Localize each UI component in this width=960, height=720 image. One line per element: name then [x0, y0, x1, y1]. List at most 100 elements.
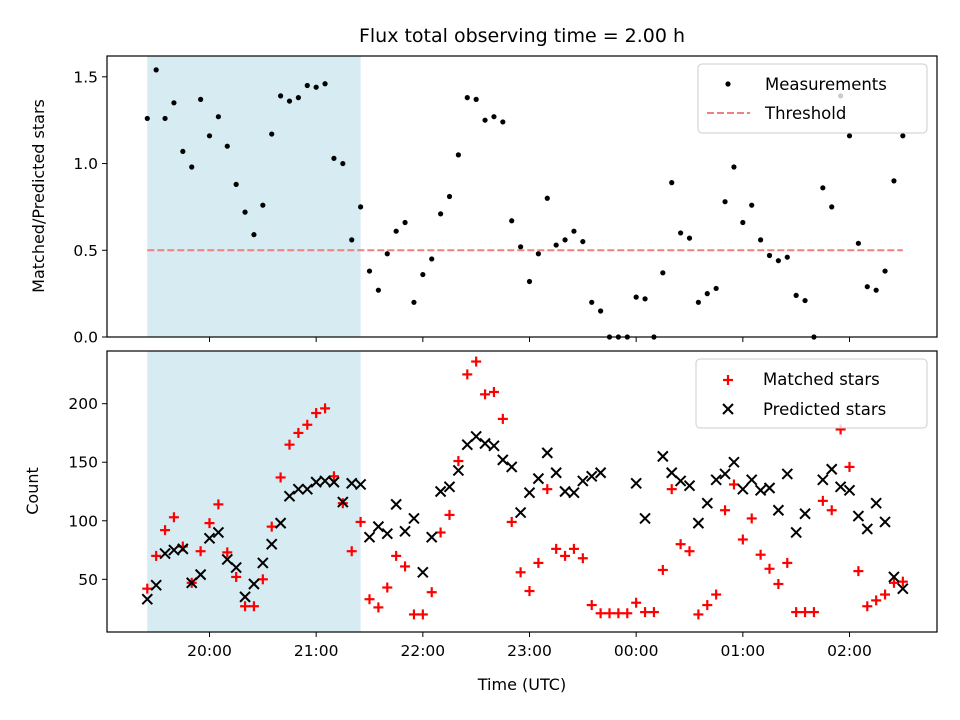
matched-star-point — [426, 587, 437, 598]
measurement-point — [384, 251, 390, 257]
predicted-star-point — [834, 481, 847, 493]
predicted-star-point — [737, 483, 749, 495]
predicted-star-point — [506, 461, 518, 473]
matched-star-point — [551, 543, 562, 554]
measurement-point — [189, 164, 195, 170]
predicted-star-point — [701, 497, 713, 509]
top-y-tick-label: 0.5 — [73, 242, 98, 260]
top-panel-y-ticks: 0.0 0.5 1.0 1.5 — [73, 68, 107, 347]
matched-star-point — [800, 607, 811, 618]
matched-star-point — [568, 543, 579, 554]
measurement-point — [571, 228, 577, 234]
matched-star-point — [408, 609, 419, 620]
predicted-star-point — [443, 481, 456, 493]
measurement-point — [509, 218, 515, 224]
measurement-point — [633, 294, 639, 300]
matched-star-point — [364, 594, 375, 605]
measurement-point — [731, 164, 737, 170]
measurement-point — [224, 143, 230, 149]
matched-star-point — [613, 608, 624, 619]
measurement-point — [749, 202, 755, 208]
predicted-star-point — [186, 577, 198, 589]
top-y-tick-label: 0.0 — [73, 329, 98, 347]
legend-measurements-label: Measurements — [765, 75, 887, 94]
matched-star-point — [515, 567, 526, 578]
top-y-tick-label: 1.0 — [73, 155, 98, 173]
matched-star-point — [222, 547, 233, 558]
matched-star-point — [684, 546, 695, 557]
matched-star-point — [755, 549, 766, 560]
predicted-star-point — [257, 557, 269, 569]
matched-star-point — [577, 553, 588, 564]
matched-star-point — [506, 516, 517, 527]
predicted-star-point — [363, 531, 376, 543]
predicted-star-point — [390, 498, 402, 511]
measurement-point — [678, 230, 684, 236]
measurement-point — [162, 115, 168, 122]
legend-predicted-marker — [722, 403, 734, 415]
bottom-panel-x-ticks: 20:00 21:00 22:00 23:00 00:00 01:00 02:00 — [187, 632, 872, 660]
measurement-point — [686, 235, 693, 241]
predicted-star-point — [426, 531, 438, 543]
measurement-point — [775, 258, 781, 264]
predicted-star-point — [346, 477, 358, 490]
bottom-panel-highlight-span — [147, 351, 361, 632]
x-axis-label: Time (UTC) — [477, 675, 566, 694]
matched-star-point — [737, 534, 748, 545]
measurement-point — [518, 244, 524, 250]
measurement-point — [286, 98, 293, 104]
measurement-point — [722, 199, 728, 205]
predicted-star-point — [310, 476, 322, 488]
x-tick-label: 02:00 — [827, 642, 872, 660]
matched-star-point — [346, 546, 357, 557]
x-tick-label: 23:00 — [507, 642, 552, 660]
measurement-point — [562, 237, 568, 243]
matched-star-point — [880, 589, 891, 600]
matched-star-point — [266, 521, 277, 532]
predicted-star-point — [514, 506, 527, 519]
matched-star-point — [382, 582, 393, 593]
measurement-point — [171, 100, 177, 106]
measurement-point — [198, 96, 204, 102]
matched-star-point — [328, 471, 339, 482]
matched-star-point — [204, 518, 215, 529]
predicted-star-point — [746, 474, 758, 486]
predicted-star-point — [150, 579, 162, 591]
measurement-point — [500, 119, 506, 125]
predicted-star-point — [550, 467, 562, 479]
predicted-star-point — [266, 538, 278, 550]
predicted-star-point — [337, 496, 349, 508]
top-panel-frame — [106, 55, 938, 338]
matched-star-point — [151, 550, 162, 561]
matched-star-point — [720, 505, 731, 516]
matched-star-point — [453, 456, 464, 467]
matched-star-point — [791, 607, 802, 618]
predicted-star-point — [408, 512, 420, 525]
measurement-point — [331, 155, 337, 161]
predicted-star-point — [417, 566, 429, 578]
matched-star-point — [853, 566, 864, 577]
measurement-point — [589, 299, 595, 305]
matched-star-point — [675, 539, 686, 550]
matched-star-point — [817, 495, 828, 506]
matched-star-point — [657, 564, 668, 575]
matched-star-point — [746, 513, 757, 524]
matched-star-point — [844, 461, 855, 472]
measurement-point — [793, 292, 799, 298]
matched-star-point — [773, 578, 784, 589]
measurement-point — [420, 271, 426, 278]
predicted-star-point — [897, 582, 909, 595]
matched-star-point — [240, 601, 251, 612]
measurement-point — [695, 299, 701, 305]
predicted-star-point — [452, 464, 465, 477]
predicted-star-point — [203, 532, 216, 545]
measurement-point — [900, 133, 906, 139]
matched-star-point — [142, 583, 153, 594]
measurement-point — [553, 242, 559, 248]
measurement-point — [482, 117, 488, 123]
matched-star-point — [373, 602, 384, 613]
matched-star-point — [808, 607, 819, 618]
measurement-point — [669, 180, 675, 186]
measurement-point — [704, 291, 710, 297]
matched-star-point — [648, 607, 659, 618]
